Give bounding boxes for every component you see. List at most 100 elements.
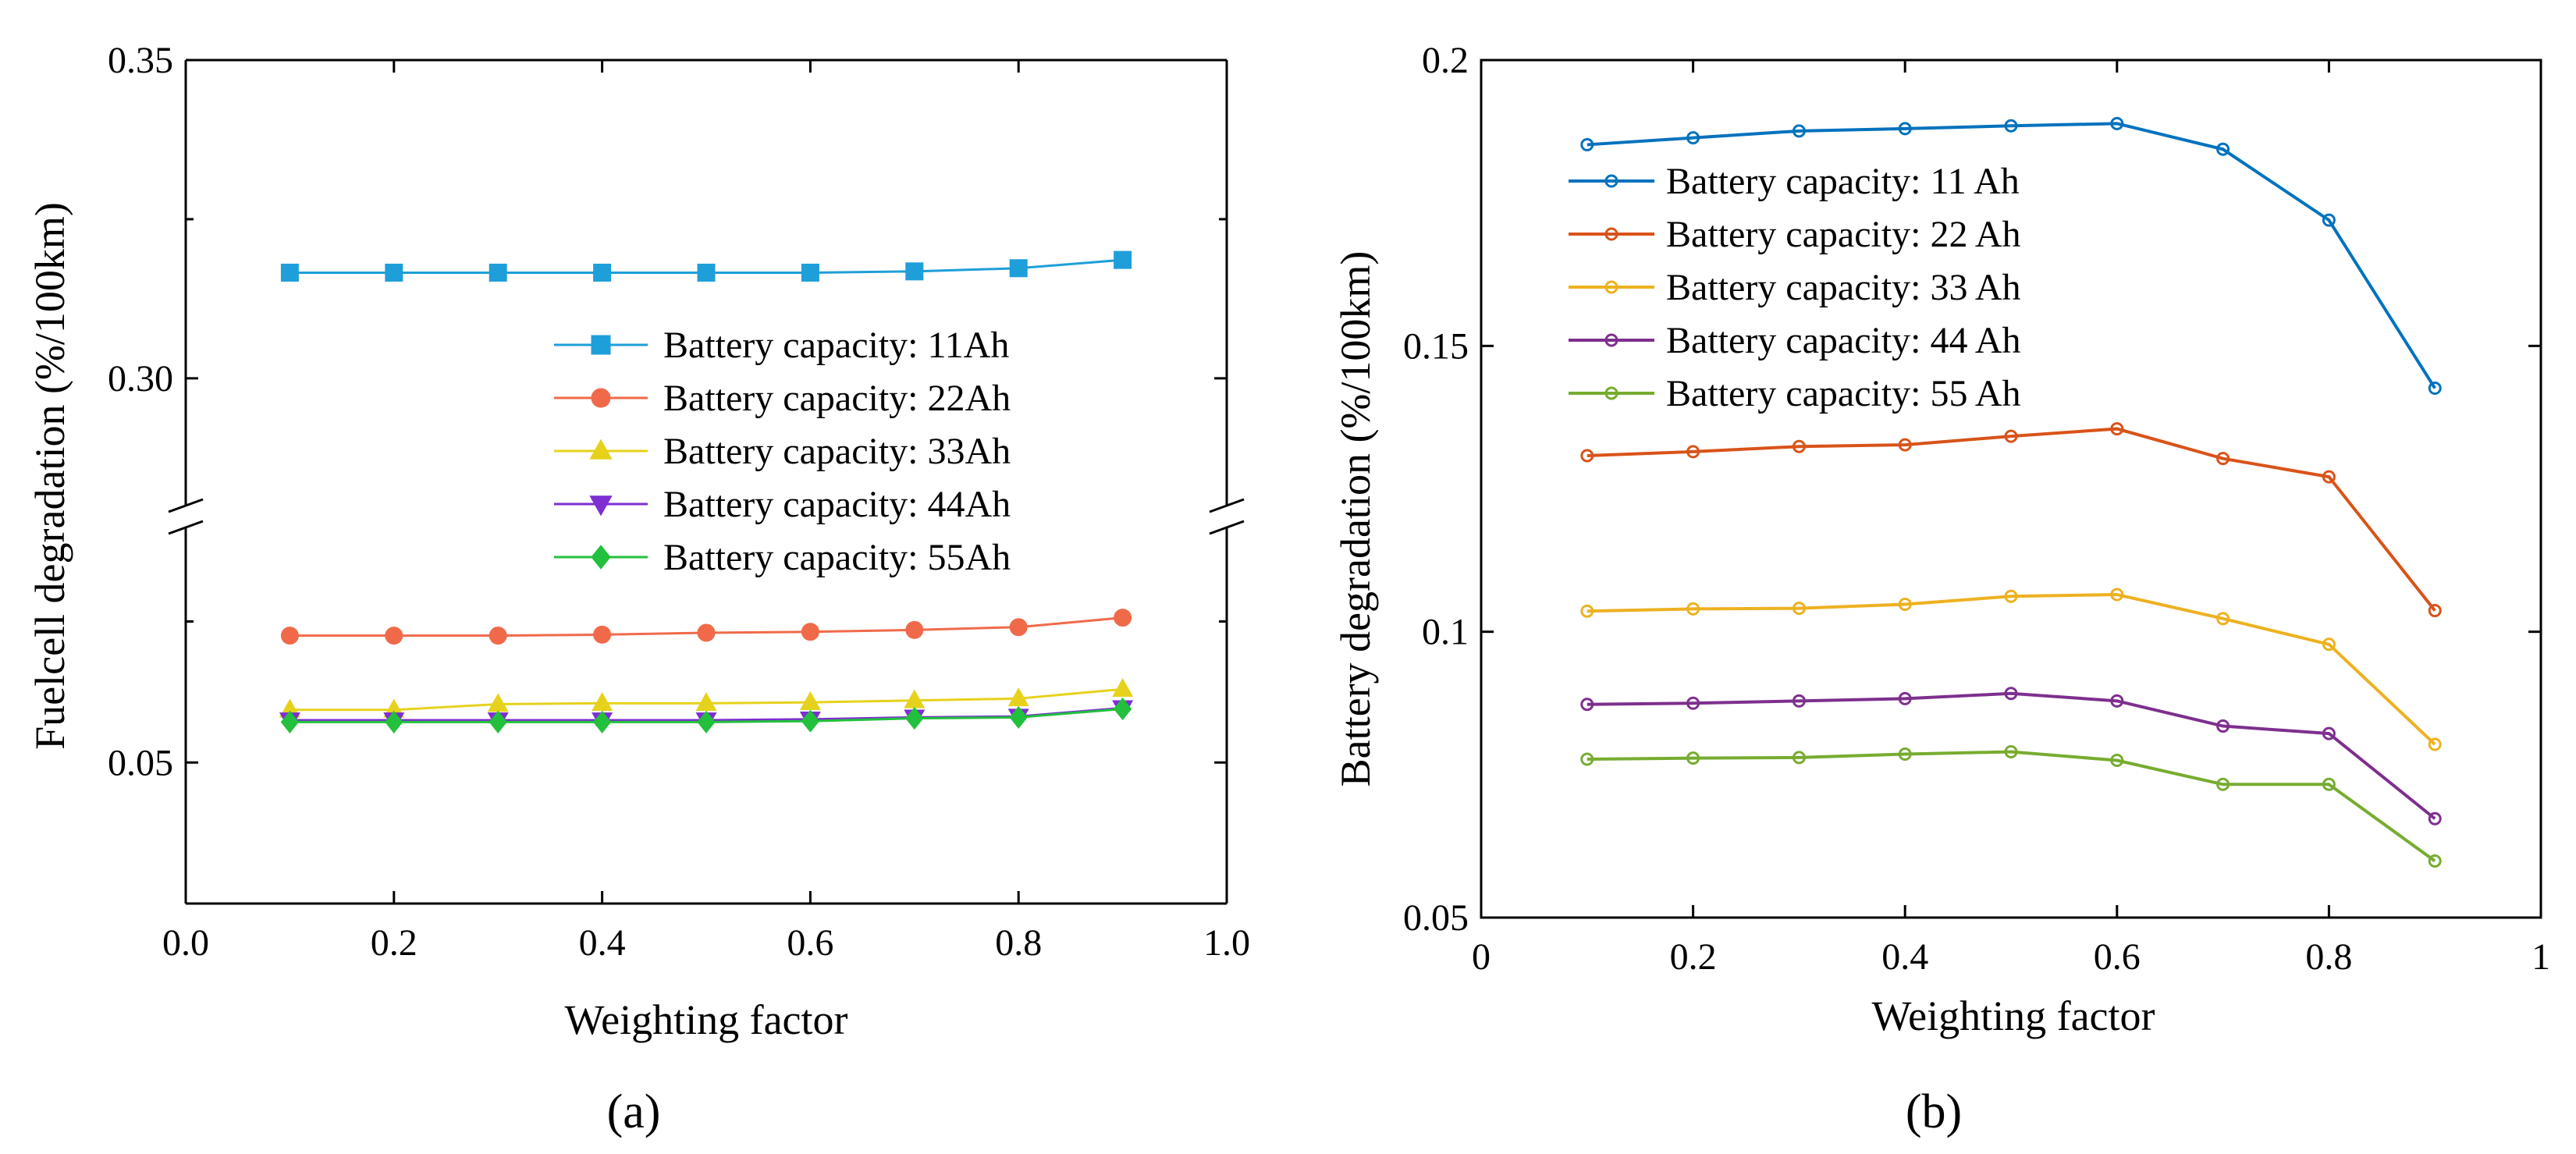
- data-point: [697, 263, 716, 282]
- data-point: [2216, 612, 2230, 626]
- data-point: [385, 627, 403, 645]
- data-point: [2004, 119, 2018, 133]
- legend-label: Battery capacity: 22Ah: [663, 378, 1011, 419]
- data-point: [905, 620, 924, 639]
- panel-b-chart: 0 0.2 0.4 0.6 0.8 1 0.05 0.1 0.15 0.2 Battery capa…: [1332, 40, 2550, 1138]
- data-point: [2428, 604, 2442, 618]
- panel-a-y-axis-label: Fuelcell degradation (%/100km): [27, 202, 73, 750]
- data-point: [2216, 142, 2230, 156]
- data-point: [905, 262, 924, 281]
- data-point: [592, 710, 612, 733]
- data-point: [1898, 747, 1912, 761]
- data-point: [1580, 604, 1594, 618]
- panel-b-y-axis-label: Battery degradation (%/100km): [1332, 251, 1379, 787]
- data-point: [1898, 691, 1912, 705]
- data-point: [1792, 124, 1806, 138]
- panel-a-x-axis-label: Weighting factor: [564, 996, 847, 1043]
- data-point: [801, 709, 820, 733]
- legend-marker: [591, 388, 611, 408]
- data-point: [905, 707, 924, 730]
- legend-label: Battery capacity: 44 Ah: [1666, 320, 2021, 361]
- y-tick-label: 0.2: [1422, 40, 1469, 81]
- data-point: [1113, 698, 1132, 721]
- data-point: [1580, 752, 1594, 766]
- series-line: [1586, 427, 2436, 612]
- legend-label: Battery capacity: 11Ah: [663, 325, 1009, 366]
- y-tick-label: 0.35: [108, 40, 173, 81]
- y-tick-label: 0.05: [108, 742, 173, 783]
- data-point: [280, 263, 299, 282]
- data-point: [2110, 588, 2124, 602]
- data-point: [1686, 131, 1700, 145]
- panel-b-plot-area: 0 0.2 0.4 0.6 0.8 1 0.05 0.1 0.15 0.2 Battery capa…: [1403, 40, 2550, 978]
- data-point: [489, 627, 507, 645]
- data-point: [385, 263, 403, 282]
- panel-a-chart: 0.0 0.2 0.4 0.6 0.8 1.0 0.35 0.30 0.05 Battery ca…: [27, 40, 1250, 1138]
- legend-marker: [589, 495, 613, 517]
- series-line: [1586, 691, 2436, 820]
- data-point: [2216, 719, 2230, 733]
- data-point: [1686, 696, 1700, 710]
- data-point: [1898, 438, 1912, 452]
- plot-frame: [1480, 59, 2542, 919]
- axis-break-mark-left: [168, 498, 204, 513]
- data-point: [1112, 678, 1134, 698]
- x-tick-label: 0.6: [2094, 936, 2141, 978]
- data-point: [1580, 449, 1594, 463]
- data-point: [1686, 751, 1700, 765]
- data-point: [2428, 811, 2442, 826]
- x-tick-label: 0.6: [787, 922, 833, 964]
- data-point: [1114, 250, 1132, 269]
- data-point: [2322, 637, 2336, 652]
- x-tick-label: 1.0: [1203, 922, 1250, 964]
- legend-marker: [591, 335, 611, 355]
- data-point: [697, 710, 716, 733]
- data-point: [2110, 754, 2124, 768]
- x-tick-label: 0.8: [2305, 936, 2352, 978]
- x-tick-label: 0.2: [1670, 936, 1717, 978]
- data-point: [280, 710, 300, 733]
- data-point: [1898, 122, 1912, 136]
- data-point: [904, 689, 926, 708]
- data-point: [2216, 777, 2230, 791]
- data-point: [2428, 854, 2442, 868]
- data-point: [801, 623, 819, 641]
- panel-a-plot-area: 0.0 0.2 0.4 0.6 0.8 1.0 0.35 0.30 0.05 Battery ca…: [108, 40, 1250, 964]
- data-point: [1686, 602, 1700, 616]
- axis-break-mark-right: [1209, 498, 1245, 513]
- data-point: [2428, 382, 2442, 396]
- legend-marker: [591, 545, 611, 570]
- legend-label: Battery capacity: 33 Ah: [1666, 267, 2021, 308]
- data-point: [799, 691, 821, 710]
- y-tick-label: 0.05: [1403, 897, 1469, 939]
- data-point: [2110, 422, 2124, 436]
- data-point: [1114, 609, 1132, 627]
- data-point: [697, 623, 716, 642]
- data-point: [2216, 452, 2230, 466]
- legend-marker: [1604, 174, 1618, 188]
- data-point: [1580, 137, 1594, 151]
- legend-marker: [589, 439, 613, 460]
- data-point: [2004, 687, 2018, 701]
- data-point: [2322, 726, 2336, 740]
- series-line: [1586, 593, 2436, 746]
- panel-b-label: (b): [1906, 1085, 1962, 1138]
- legend-marker: [1604, 280, 1618, 294]
- data-point: [1792, 694, 1806, 708]
- x-tick-label: 0.4: [579, 922, 626, 964]
- data-point: [801, 263, 819, 282]
- data-point: [2004, 589, 2018, 603]
- data-point: [1898, 597, 1912, 611]
- data-point: [592, 692, 613, 712]
- y-tick-label: 0.30: [108, 358, 173, 399]
- data-point: [1686, 445, 1700, 459]
- data-point: [1580, 698, 1594, 712]
- data-point: [2322, 470, 2336, 484]
- legend-label: Battery capacity: 44Ah: [663, 484, 1011, 525]
- data-point: [1009, 259, 1028, 278]
- series-line: [1586, 122, 2436, 389]
- data-point: [1009, 618, 1028, 637]
- data-point: [2004, 429, 2018, 443]
- x-tick-label: 0: [1472, 936, 1491, 978]
